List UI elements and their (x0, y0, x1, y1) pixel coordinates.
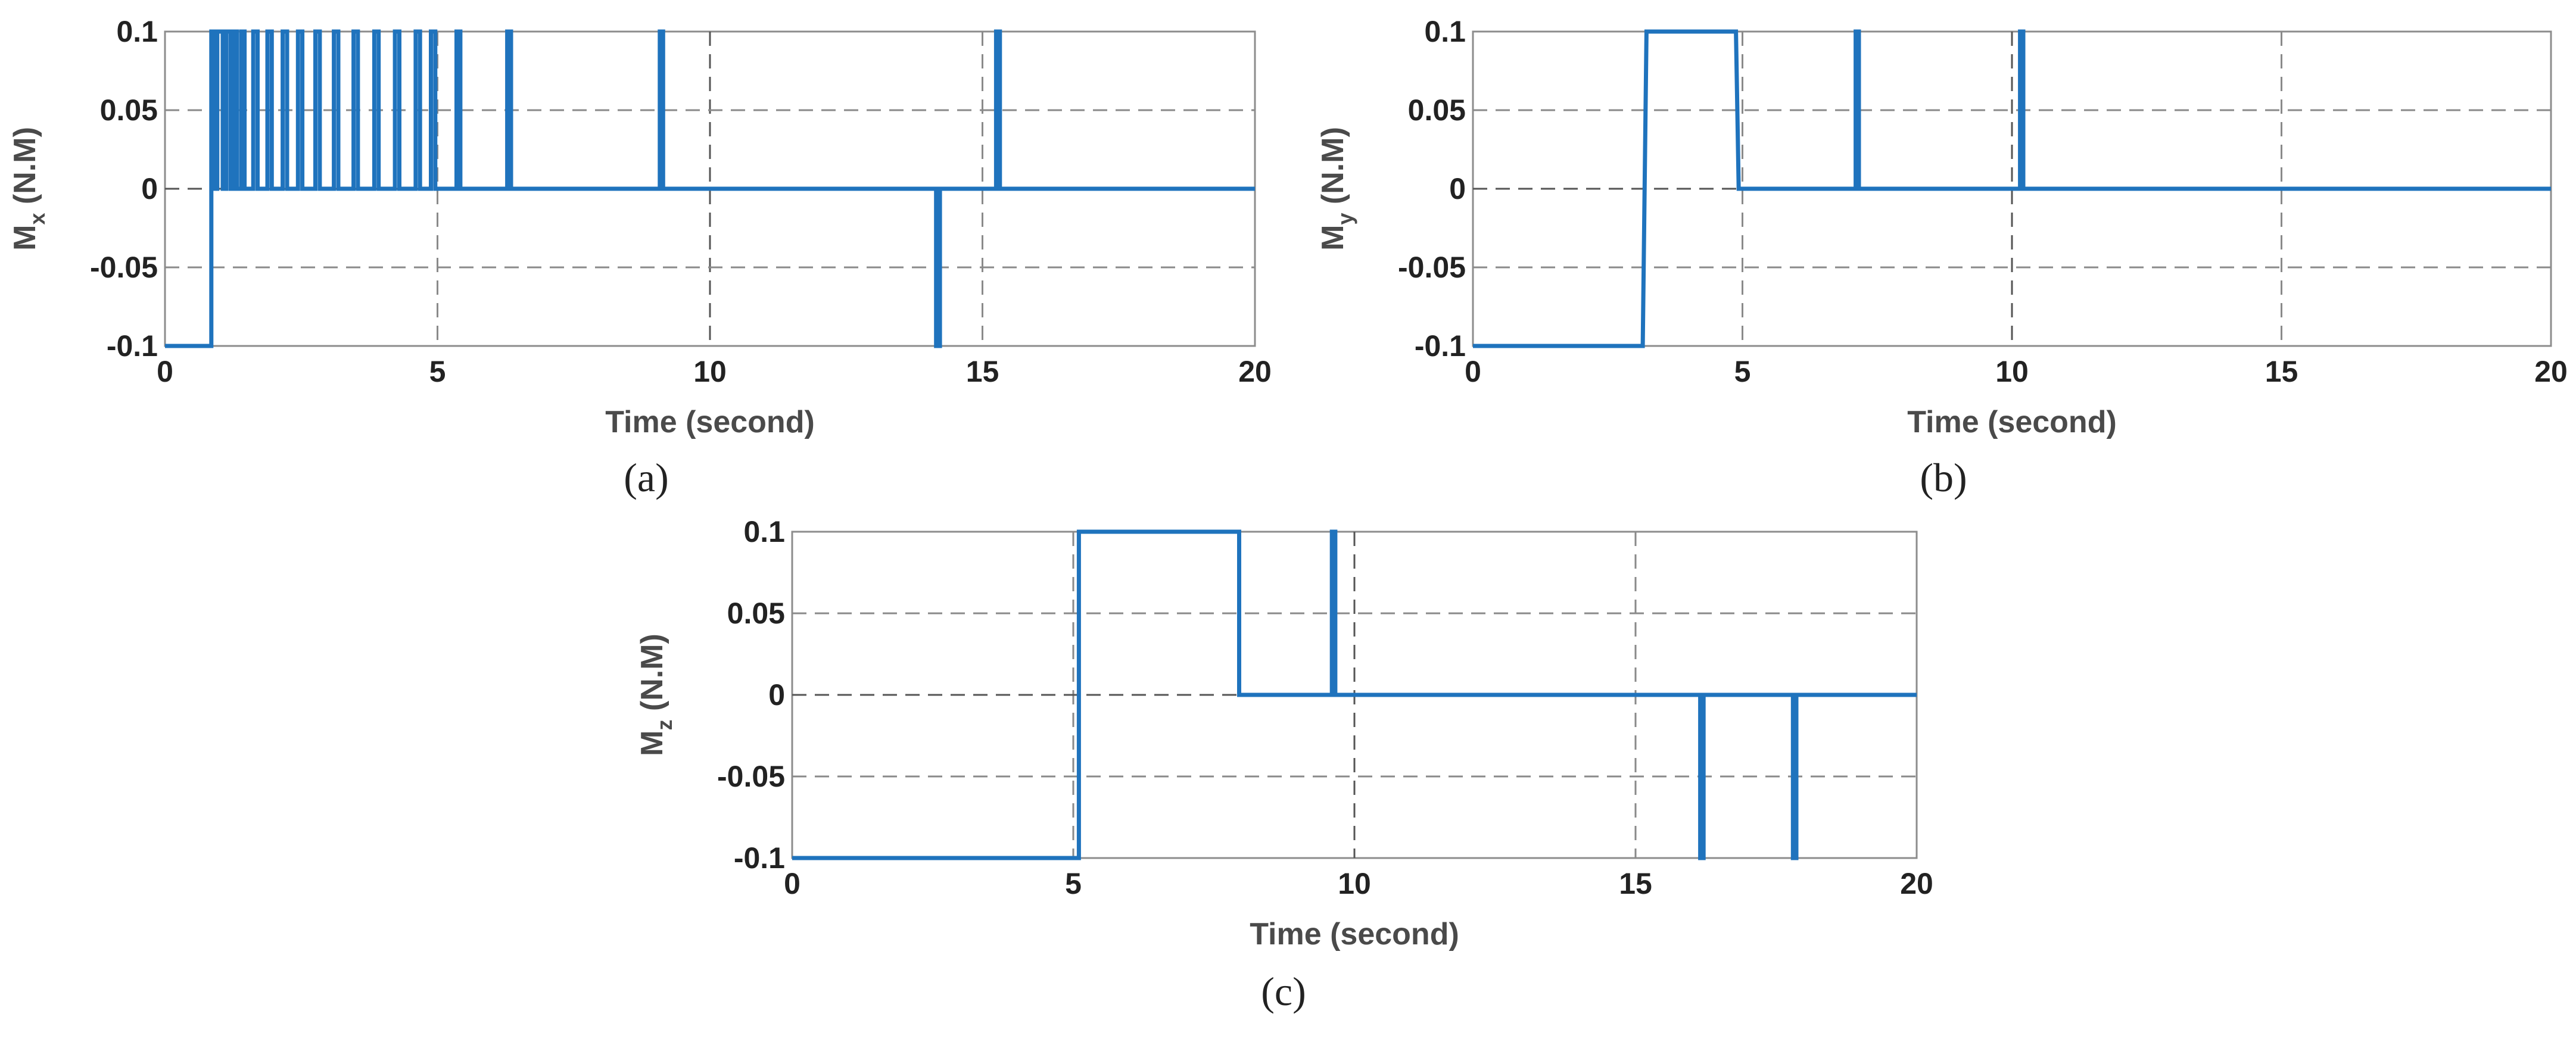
panel-caption: (c) (1261, 969, 1306, 1014)
series-line-mx (165, 29, 1255, 348)
y-tick-label: -0.1 (1415, 329, 1466, 363)
x-axis-label: Time (second) (1907, 405, 2117, 439)
x-tick-label: 20 (1900, 867, 1933, 900)
x-axis-label: Time (second) (605, 405, 815, 439)
panel-caption: (b) (1920, 455, 1967, 500)
x-tick-label: 0 (157, 355, 173, 388)
x-tick-label: 15 (966, 355, 999, 388)
x-tick-label: 5 (1734, 355, 1751, 388)
x-tick-label: 15 (2265, 355, 2298, 388)
y-axis-label: Mz (N.M) (635, 634, 677, 756)
y-tick-label: 0 (1449, 172, 1466, 205)
series-line-mz (792, 529, 1917, 860)
panel-a: 0 5 10 15 20 0.1 0.05 0 -0.05 -0.1 Time (second) Mx… (8, 15, 1272, 500)
y-tick-label: -0.1 (107, 329, 158, 363)
x-tick-label: 10 (693, 355, 727, 388)
x-axis-label: Time (second) (1250, 917, 1459, 952)
y-tick-label: -0.05 (1398, 251, 1466, 284)
x-tick-label: 5 (1065, 867, 1082, 900)
x-tick-label: 15 (1619, 867, 1652, 900)
y-tick-label: 0.05 (100, 93, 158, 127)
y-tick-label: 0 (768, 678, 785, 712)
x-tick-label: 20 (2534, 355, 2568, 388)
y-tick-label: -0.05 (90, 251, 158, 284)
x-tick-label: 0 (1465, 355, 1481, 388)
y-tick-label: 0.1 (1424, 15, 1466, 48)
y-tick-label: 0.1 (116, 15, 158, 48)
y-tick-label: 0.1 (743, 515, 785, 548)
x-tick-label: 0 (784, 867, 800, 900)
y-axis-label: My (N.M) (1316, 127, 1357, 251)
x-tick-label: 10 (1338, 867, 1371, 900)
panel-caption: (a) (624, 455, 668, 500)
y-tick-label: 0.05 (1408, 93, 1466, 127)
x-tick-label: 20 (1238, 355, 1272, 388)
panel-c: 0 5 10 15 20 0.1 0.05 0 -0.05 -0.1 Time (second) Mz… (635, 515, 1933, 1014)
y-tick-label: 0.05 (727, 597, 785, 630)
series-line-my (1473, 29, 2551, 348)
y-tick-label: -0.05 (717, 760, 785, 793)
y-tick-label: -0.1 (734, 841, 785, 875)
y-tick-label: 0 (141, 172, 158, 205)
x-tick-label: 5 (429, 355, 446, 388)
x-tick-label: 10 (1995, 355, 2029, 388)
y-axis-label: Mx (N.M) (8, 127, 49, 251)
panel-b: 0 5 10 15 20 0.1 0.05 0 -0.05 -0.1 Time (second) My… (1316, 15, 2568, 500)
